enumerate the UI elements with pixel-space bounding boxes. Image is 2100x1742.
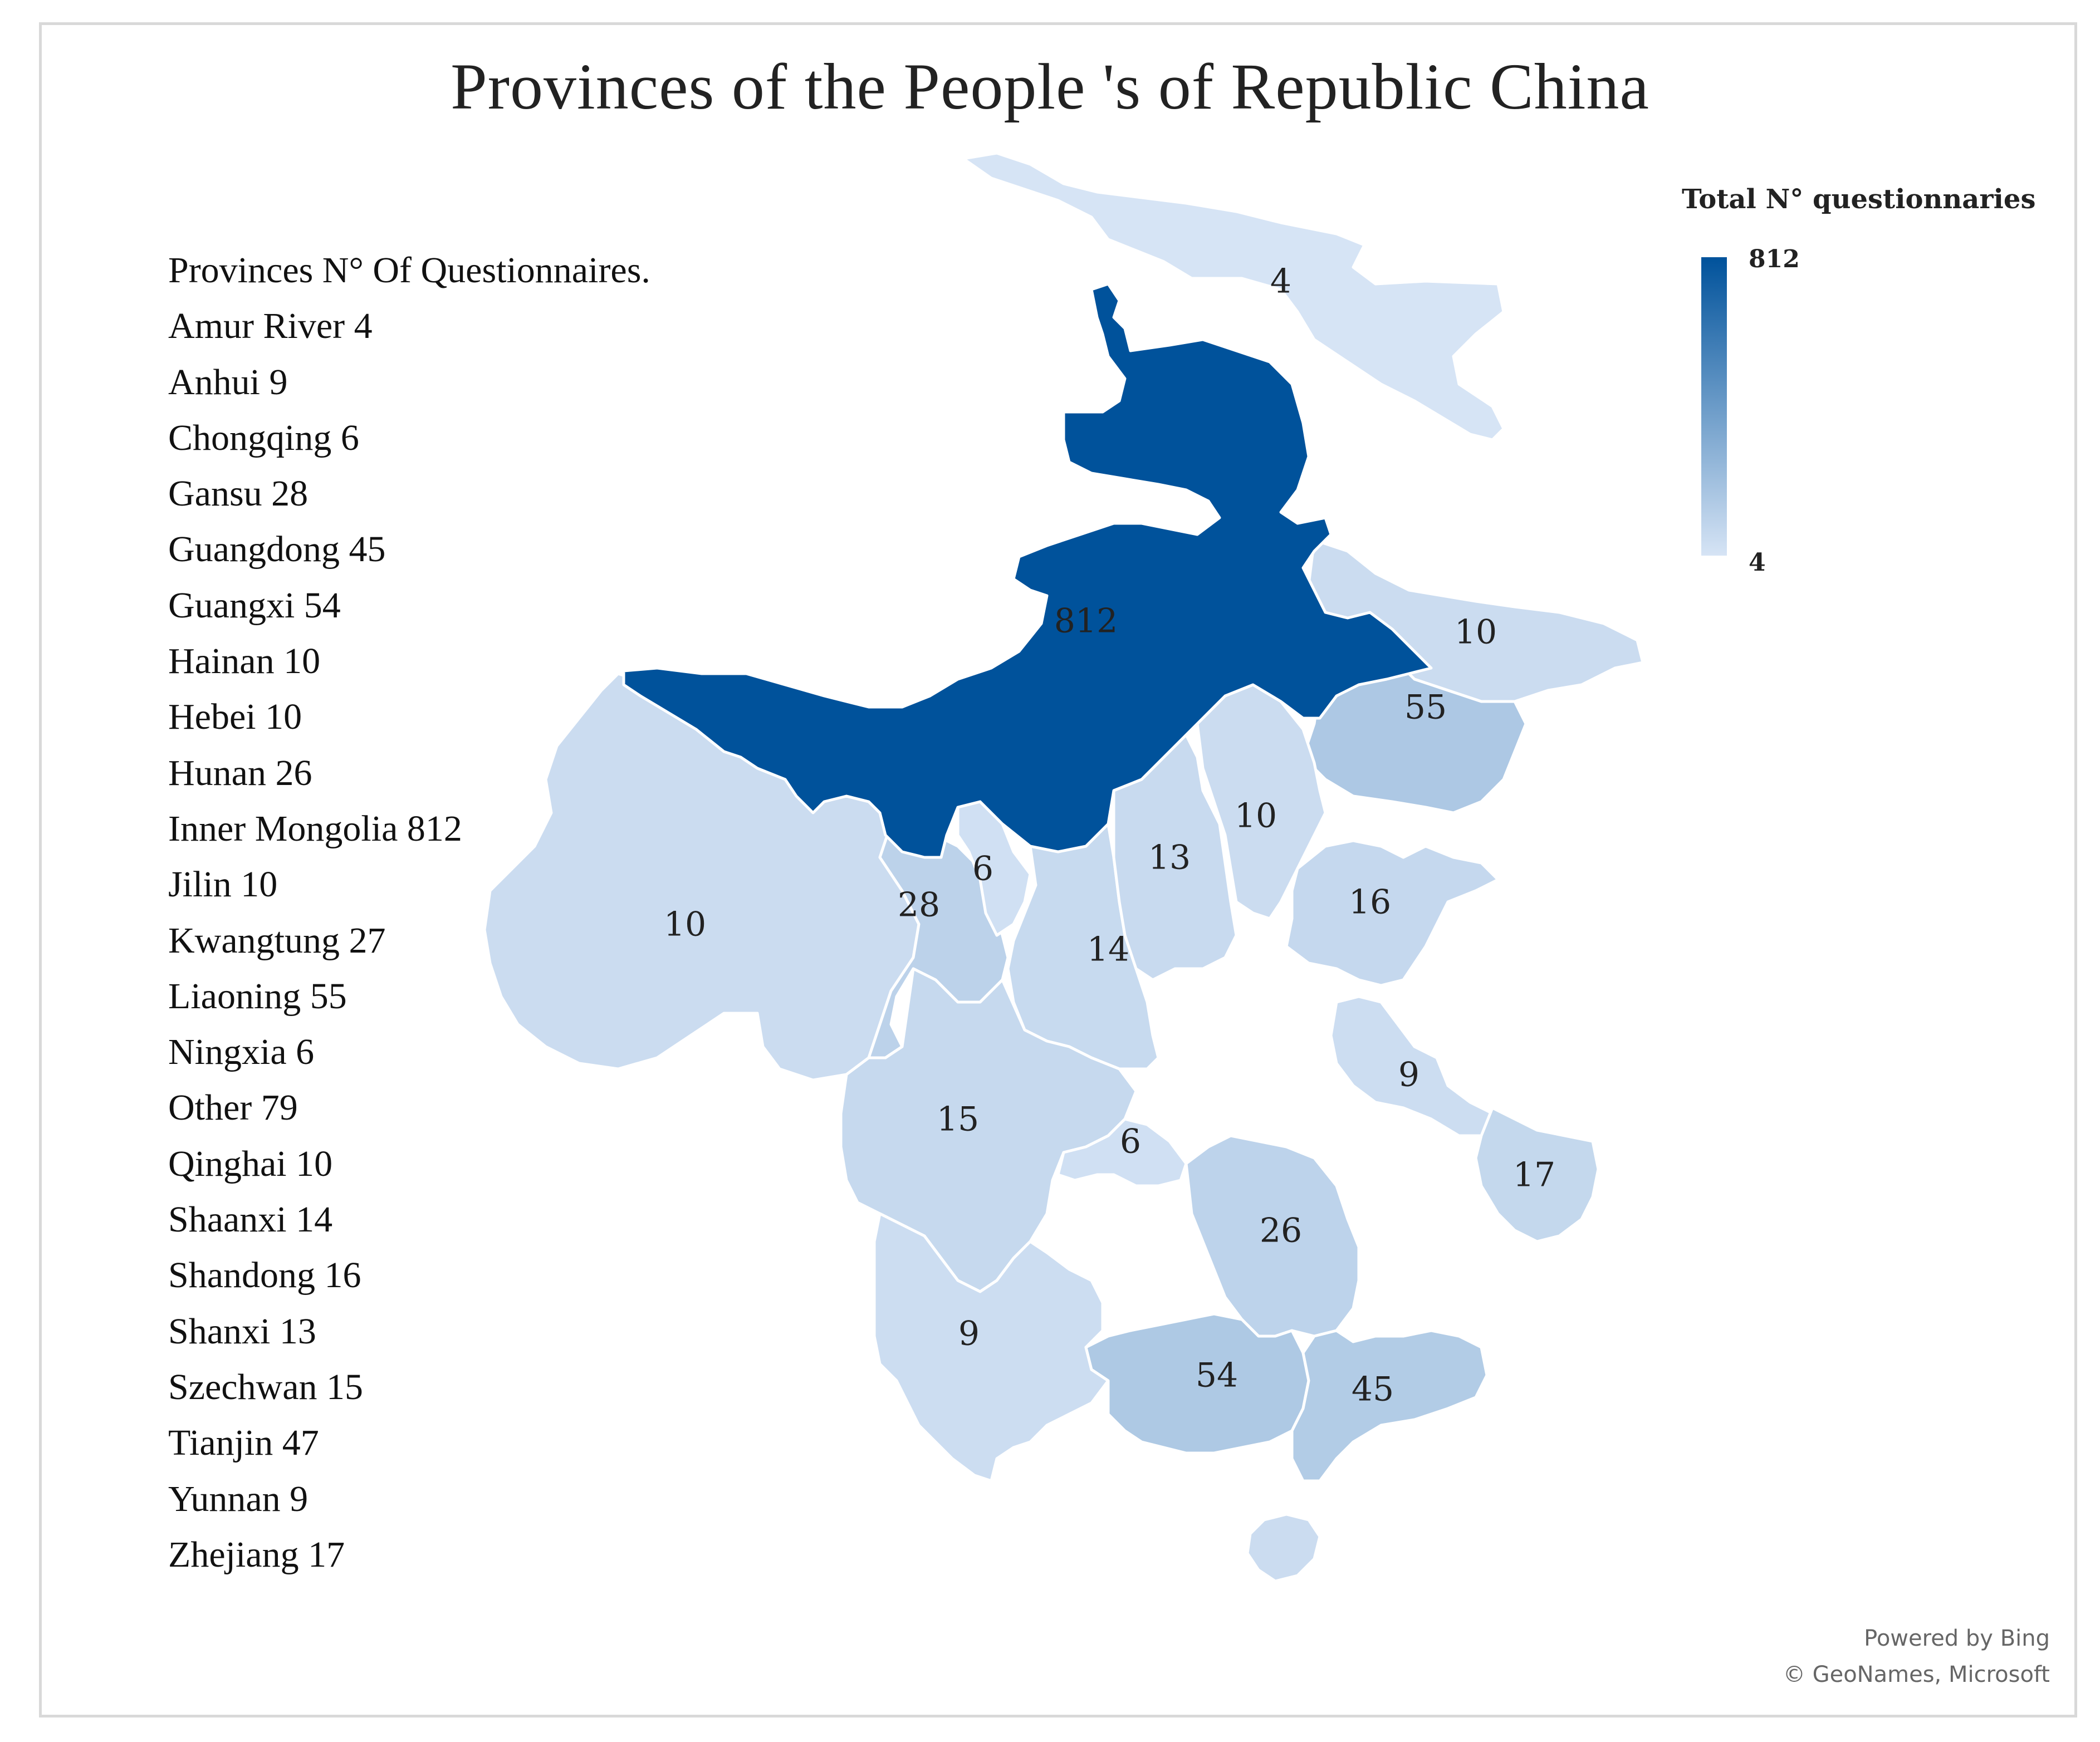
region-value-label: 26 bbox=[1260, 1211, 1302, 1250]
province-list-item: Liaoning 55 bbox=[168, 975, 347, 1017]
region-value-label: 6 bbox=[1120, 1122, 1141, 1161]
province-list-item: Kwangtung 27 bbox=[168, 920, 386, 961]
region-value-label: 10 bbox=[1235, 797, 1277, 836]
region-guangdong bbox=[1290, 1329, 1489, 1483]
province-list-item: Anhui 9 bbox=[168, 361, 288, 403]
region-value-label: 13 bbox=[1148, 838, 1191, 877]
region-shandong bbox=[1285, 839, 1500, 987]
province-list-header: Provinces N° Of Questionnaires. bbox=[168, 250, 650, 291]
region-value-label: 17 bbox=[1513, 1156, 1555, 1195]
province-list: Provinces N° Of Questionnaires. Amur Riv… bbox=[168, 243, 650, 1583]
province-list-item: Jilin 10 bbox=[168, 864, 278, 905]
province-list-item: Hainan 10 bbox=[168, 641, 321, 682]
region-value-label: 4 bbox=[1270, 262, 1291, 301]
region-value-label: 15 bbox=[937, 1100, 979, 1139]
province-list-item: Qinghai 10 bbox=[168, 1143, 333, 1184]
credit-copyright: © GeoNames, Microsoft bbox=[1783, 1662, 2050, 1687]
color-scale-title: Total N° questionnaries bbox=[1682, 184, 2036, 215]
region-chongqing bbox=[1056, 1117, 1188, 1187]
province-list-item: Hebei 10 bbox=[168, 696, 302, 738]
map-title: Provinces of the People 's of Republic C… bbox=[451, 50, 1649, 123]
province-list-item: Hunan 26 bbox=[168, 752, 312, 793]
province-list-item: Yunnan 9 bbox=[168, 1478, 309, 1519]
region-value-label: 6 bbox=[972, 850, 993, 889]
color-scale-max-label: 812 bbox=[1749, 245, 1800, 273]
province-list-item: Inner Mongolia 812 bbox=[168, 808, 462, 849]
province-list-item: Szechwan 15 bbox=[168, 1366, 364, 1407]
region-value-label: 28 bbox=[898, 886, 940, 925]
province-list-item: Guangdong 45 bbox=[168, 529, 386, 570]
region-value-label: 54 bbox=[1196, 1356, 1238, 1395]
region-hunan bbox=[1184, 1134, 1360, 1338]
region-amur-river bbox=[962, 151, 1505, 441]
province-list-item: Gansu 28 bbox=[168, 473, 309, 514]
region-value-label: 812 bbox=[1054, 602, 1118, 641]
color-scale-min-label: 4 bbox=[1749, 548, 1766, 577]
region-value-label: 9 bbox=[958, 1314, 980, 1353]
region-yunnan bbox=[873, 1212, 1110, 1483]
region-hainan bbox=[1246, 1513, 1321, 1583]
region-inner-mongolia bbox=[622, 282, 1433, 859]
region-shaanxi bbox=[1006, 822, 1160, 1071]
province-list-item: Shanxi 13 bbox=[168, 1311, 316, 1352]
region-value-label: 55 bbox=[1404, 688, 1447, 727]
color-scale-bar bbox=[1701, 257, 1727, 556]
region-value-label: 45 bbox=[1352, 1370, 1394, 1409]
province-list-item: Guangxi 54 bbox=[168, 585, 341, 626]
credit-powered-by: Powered by Bing bbox=[1864, 1626, 2050, 1651]
province-list-item: Shandong 16 bbox=[168, 1255, 361, 1296]
region-value-label: 14 bbox=[1087, 930, 1129, 969]
province-list-item: Shaanxi 14 bbox=[168, 1199, 333, 1240]
province-list-item: Other 79 bbox=[168, 1087, 298, 1128]
province-list-item: Ningxia 6 bbox=[168, 1032, 315, 1073]
province-list-item: Chongqing 6 bbox=[168, 417, 359, 458]
province-list-item: Amur River 4 bbox=[168, 306, 373, 347]
region-value-label: 10 bbox=[1455, 613, 1497, 652]
province-list-item: Zhejiang 17 bbox=[168, 1534, 345, 1575]
region-value-label: 10 bbox=[664, 905, 706, 944]
region-zhejiang bbox=[1474, 1106, 1600, 1243]
region-value-label: 16 bbox=[1349, 883, 1391, 922]
province-list-item: Tianjin 47 bbox=[168, 1422, 319, 1464]
region-value-label: 9 bbox=[1398, 1056, 1419, 1095]
